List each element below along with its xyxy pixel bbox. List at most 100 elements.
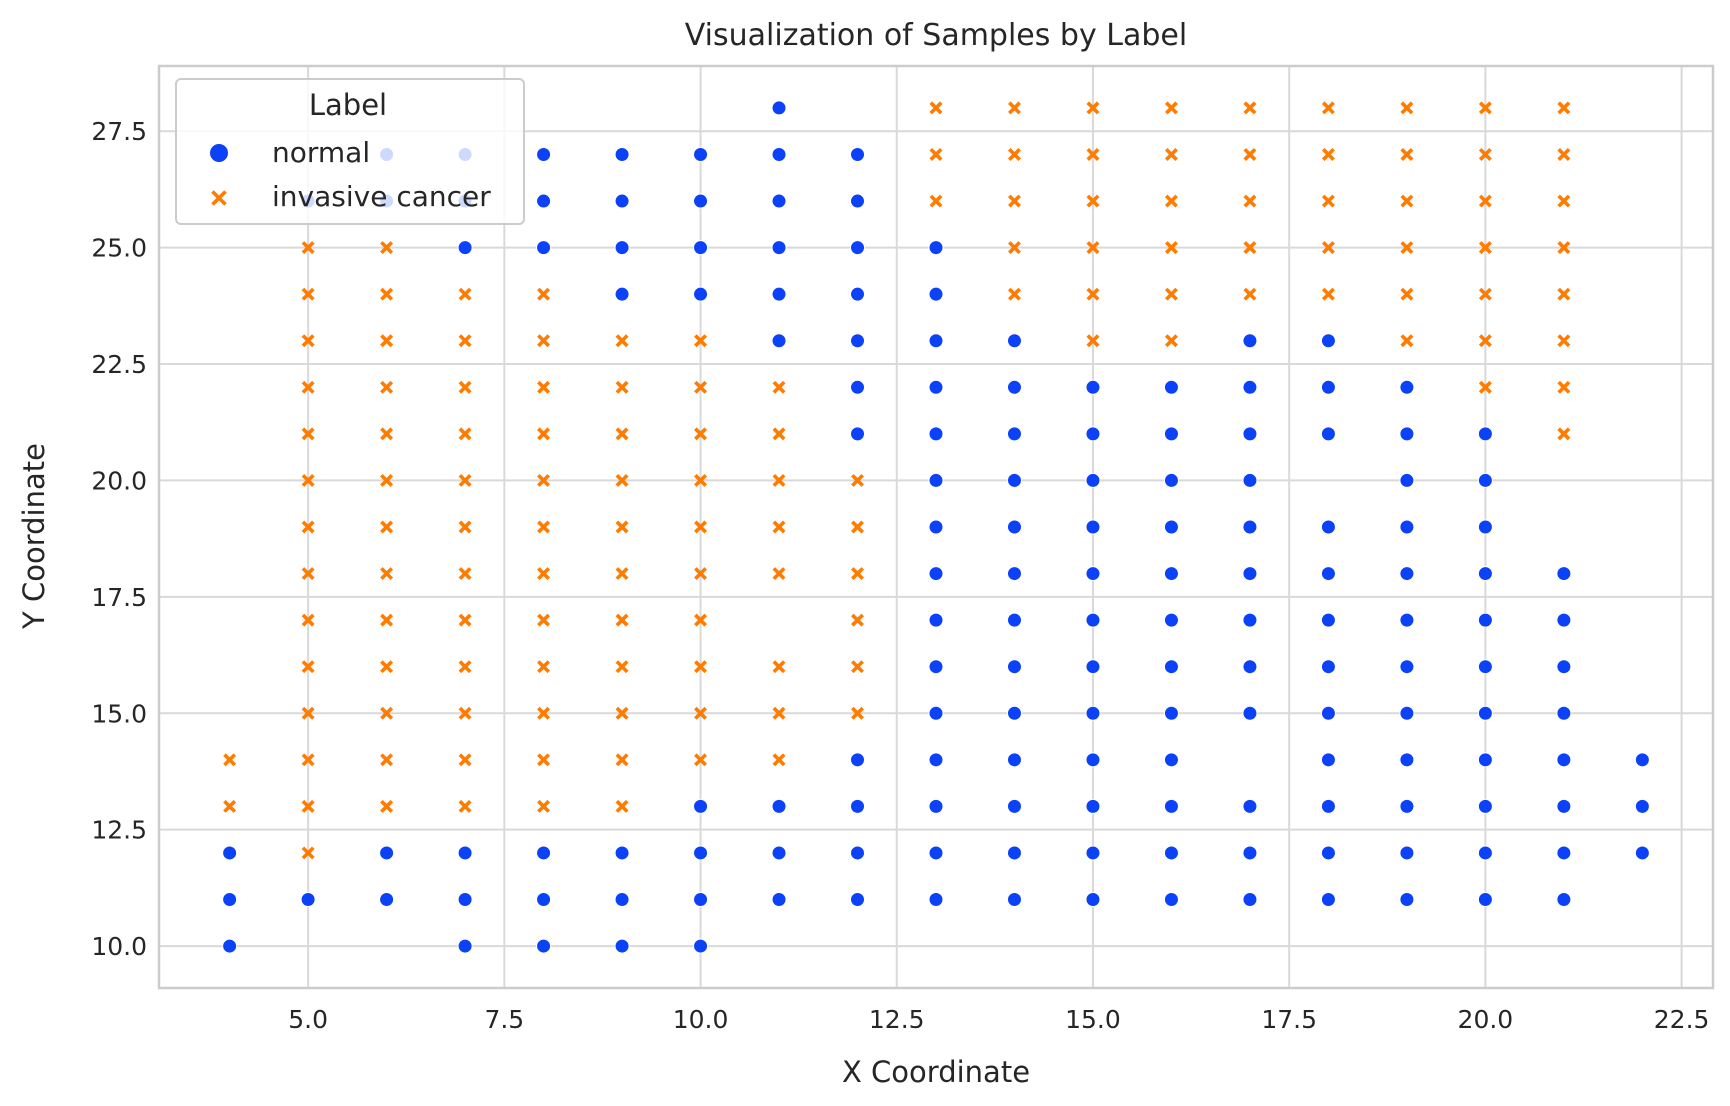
data-point-normal (1477, 845, 1493, 861)
data-point-invasive-cancer-stroke-b (1400, 241, 1414, 255)
data-point-invasive-cancer-stroke-b (1557, 287, 1571, 301)
data-point-invasive-cancer (301, 520, 315, 534)
data-point-invasive-cancer-stroke-b (380, 799, 394, 813)
data-point-invasive-cancer-stroke-b (301, 706, 315, 720)
data-point-invasive-cancer (537, 613, 551, 627)
data-point-normal (1477, 752, 1493, 768)
data-point-invasive-cancer-stroke-b (694, 520, 708, 534)
data-point-normal (1477, 472, 1493, 488)
data-point-invasive-cancer-stroke-b (1086, 194, 1100, 208)
data-point-invasive-cancer (1321, 194, 1335, 208)
data-point-normal (536, 845, 552, 861)
data-point-invasive-cancer-stroke-b (537, 706, 551, 720)
data-point-invasive-cancer (537, 753, 551, 767)
data-point-invasive-cancer (1478, 241, 1492, 255)
legend-label-normal: normal (272, 136, 370, 169)
data-point-normal (536, 938, 552, 954)
data-point-invasive-cancer-stroke-b (380, 334, 394, 348)
data-point-normal (850, 752, 866, 768)
data-point-invasive-cancer-stroke-b (537, 287, 551, 301)
data-point-normal (1006, 472, 1022, 488)
data-point-normal (1242, 892, 1258, 908)
legend-marker-normal (210, 144, 228, 162)
data-point-invasive-cancer (1557, 148, 1571, 161)
data-point-invasive-cancer-stroke-b (1557, 334, 1571, 348)
data-point-invasive-cancer (772, 380, 786, 394)
data-point-normal (1399, 566, 1415, 582)
data-point-invasive-cancer-stroke-b (929, 101, 943, 115)
data-point-normal (1556, 705, 1572, 721)
data-point-invasive-cancer (1400, 148, 1414, 161)
data-point-normal (1163, 426, 1179, 442)
data-point-normal (1085, 379, 1101, 395)
data-point-invasive-cancer (1086, 148, 1100, 161)
data-point-invasive-cancer-stroke-b (772, 427, 786, 441)
data-point-invasive-cancer (458, 567, 472, 581)
data-point-invasive-cancer-stroke-b (694, 334, 708, 348)
data-point-invasive-cancer (301, 427, 315, 441)
data-point-normal (1477, 705, 1493, 721)
data-point-normal (1399, 892, 1415, 908)
data-point-invasive-cancer (301, 799, 315, 813)
data-point-invasive-cancer (1478, 334, 1492, 348)
legend: Label normal invasive cancer (175, 78, 525, 225)
data-point-invasive-cancer-stroke-b (1164, 101, 1178, 115)
data-point-normal (850, 892, 866, 908)
data-point-invasive-cancer-stroke-b (537, 567, 551, 581)
data-point-invasive-cancer (1321, 287, 1335, 301)
data-point-normal (1634, 752, 1650, 768)
data-point-invasive-cancer (380, 753, 394, 767)
data-point-invasive-cancer-stroke-b (458, 567, 472, 581)
data-point-invasive-cancer-stroke-b (458, 473, 472, 487)
data-point-invasive-cancer (1086, 241, 1100, 255)
data-point-invasive-cancer (380, 380, 394, 394)
data-point-normal (771, 100, 787, 116)
data-point-invasive-cancer-stroke-b (380, 706, 394, 720)
data-point-invasive-cancer (694, 753, 708, 767)
data-point-invasive-cancer-stroke-b (929, 148, 943, 161)
data-point-normal (771, 845, 787, 861)
data-point-invasive-cancer (537, 660, 551, 674)
data-point-invasive-cancer (380, 706, 394, 720)
data-point-invasive-cancer-stroke-b (458, 753, 472, 767)
data-point-invasive-cancer-stroke-b (537, 799, 551, 813)
data-point-normal (1634, 798, 1650, 814)
data-point-invasive-cancer-stroke-b (380, 241, 394, 255)
data-point-normal (1320, 612, 1336, 628)
data-point-invasive-cancer-stroke-b (694, 473, 708, 487)
data-point-invasive-cancer-stroke-b (1321, 101, 1335, 115)
data-point-invasive-cancer (694, 334, 708, 348)
data-point-invasive-cancer-stroke-b (458, 334, 472, 348)
data-point-normal (928, 705, 944, 721)
data-point-invasive-cancer-stroke-b (1478, 241, 1492, 255)
data-point-invasive-cancer-stroke-b (615, 334, 629, 348)
data-point-normal (1556, 752, 1572, 768)
data-point-normal (928, 659, 944, 675)
data-point-invasive-cancer (458, 473, 472, 487)
data-point-normal (693, 240, 709, 256)
data-point-invasive-cancer (772, 567, 786, 581)
data-point-normal (928, 752, 944, 768)
data-point-normal (1006, 333, 1022, 349)
data-point-normal (1556, 659, 1572, 675)
data-point-normal (457, 892, 473, 908)
data-point-normal (1556, 612, 1572, 628)
data-point-normal (771, 193, 787, 209)
data-point-invasive-cancer (301, 753, 315, 767)
data-point-invasive-cancer-stroke-b (1478, 194, 1492, 208)
data-point-invasive-cancer (458, 799, 472, 813)
data-point-invasive-cancer (458, 334, 472, 348)
data-point-invasive-cancer (380, 334, 394, 348)
data-point-normal (300, 892, 316, 908)
data-point-invasive-cancer (929, 101, 943, 115)
data-point-invasive-cancer-stroke-b (851, 613, 864, 627)
data-point-normal (1320, 798, 1336, 814)
data-point-invasive-cancer (537, 427, 551, 441)
data-point-invasive-cancer (1164, 287, 1178, 301)
data-point-invasive-cancer (694, 706, 708, 720)
data-point-normal (614, 286, 630, 302)
data-point-invasive-cancer (615, 753, 629, 767)
series-invasive-cancer (223, 101, 1571, 860)
data-point-invasive-cancer-stroke-b (1008, 287, 1021, 301)
chart-title: Visualization of Samples by Label (685, 18, 1187, 53)
